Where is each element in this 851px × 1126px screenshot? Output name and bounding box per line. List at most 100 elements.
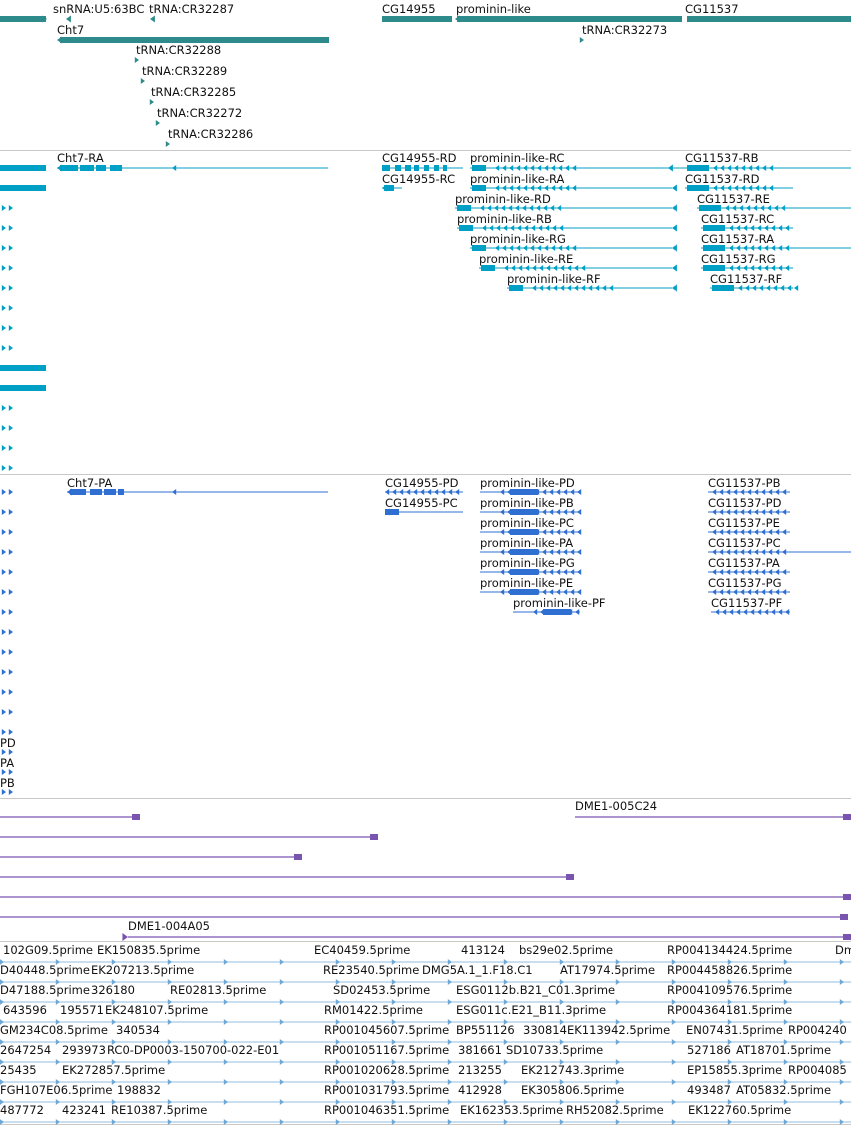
- est-label[interactable]: SD02453.5prime: [333, 983, 430, 997]
- protein-label-cg11537-pe[interactable]: CG11537-PE: [708, 516, 780, 530]
- est-label[interactable]: 330814: [523, 1023, 567, 1037]
- est-label[interactable]: EP15855.3prime: [687, 1063, 782, 1077]
- est-label[interactable]: EK162353.5prime: [460, 1103, 563, 1117]
- protein-label-cg14955-pd[interactable]: CG14955-PD: [385, 476, 459, 490]
- est-label[interactable]: 195571: [60, 1003, 104, 1017]
- est-label[interactable]: RP004085: [788, 1063, 847, 1077]
- protein-label-prominin-like-pg[interactable]: prominin-like-PG: [480, 556, 575, 570]
- est-label[interactable]: EK248107.5prime: [105, 1003, 208, 1017]
- protein-label-prominin-like-pb[interactable]: prominin-like-PB: [480, 496, 574, 510]
- transcript-label-prominin-like-rd[interactable]: prominin-like-RD: [455, 192, 551, 206]
- protein-label-cht7-pa[interactable]: Cht7-PA: [67, 476, 112, 490]
- transcript-label-prominin-like-rg[interactable]: prominin-like-RG: [470, 232, 566, 246]
- est-label[interactable]: DMG5A.1_1.F18.C1: [422, 963, 533, 977]
- protein-label-cg11537-pc[interactable]: CG11537-PC: [708, 536, 781, 550]
- est-label[interactable]: EK207213.5prime: [91, 963, 194, 977]
- est-label[interactable]: 326180: [91, 983, 135, 997]
- transcript-label-cg14955-rc[interactable]: CG14955-RC: [382, 172, 455, 186]
- est-label[interactable]: RP004458826.5prime: [667, 963, 792, 977]
- est-label[interactable]: RP004109576.5prime: [667, 983, 792, 997]
- transcript-label-cg11537-ra[interactable]: CG11537-RA: [701, 232, 774, 246]
- gene-label-snrna-u5-63bc[interactable]: snRNA:U5:63BC: [53, 2, 144, 16]
- est-label[interactable]: EK305806.5prime: [521, 1083, 624, 1097]
- protein-label-cg11537-pa[interactable]: CG11537-PA: [708, 556, 780, 570]
- transcript-label-cht7-ra[interactable]: Cht7-RA: [57, 151, 104, 165]
- est-label[interactable]: EK272857.5prime: [62, 1063, 165, 1077]
- gene-label-prominin-like[interactable]: prominin-like: [456, 2, 531, 16]
- est-label[interactable]: EK113942.5prime: [567, 1023, 670, 1037]
- est-label[interactable]: 2647254: [0, 1043, 51, 1057]
- est-label[interactable]: EK150835.5prime: [97, 943, 200, 957]
- gene-label-trna-cr32272[interactable]: tRNA:CR32272: [157, 106, 242, 120]
- est-label[interactable]: 423241: [62, 1103, 106, 1117]
- est-label[interactable]: 25435: [0, 1063, 37, 1077]
- est-label[interactable]: RP004364181.5prime: [667, 1003, 792, 1017]
- transcript-label-prominin-like-rb[interactable]: prominin-like-RB: [457, 212, 552, 226]
- protein-label-cg14955-pc[interactable]: CG14955-PC: [385, 496, 458, 510]
- transcript-label-cg14955-rd[interactable]: CG14955-RD: [382, 151, 457, 165]
- est-label[interactable]: RP004240: [788, 1023, 847, 1037]
- gene-label-trna-cr32287[interactable]: tRNA:CR32287: [149, 2, 234, 16]
- est-label[interactable]: bs29e02.5prime: [519, 943, 613, 957]
- transcript-label-cg11537-re[interactable]: CG11537-RE: [697, 192, 770, 206]
- est-label[interactable]: RP001045607.5prime: [324, 1023, 449, 1037]
- est-label[interactable]: AT17974.5prime: [560, 963, 655, 977]
- est-label[interactable]: 412928: [458, 1083, 502, 1097]
- protein-label-prominin-like-pf[interactable]: prominin-like-PF: [513, 596, 606, 610]
- transcript-label-prominin-like-re[interactable]: prominin-like-RE: [479, 252, 573, 266]
- est-label[interactable]: 340534: [116, 1023, 160, 1037]
- transcript-label-cg11537-rc[interactable]: CG11537-RC: [701, 212, 774, 226]
- est-label[interactable]: AT05832.5prime: [736, 1083, 831, 1097]
- gene-label-cg14955[interactable]: CG14955: [382, 2, 436, 16]
- est-label[interactable]: BP551126: [456, 1023, 515, 1037]
- est-label[interactable]: 487772: [0, 1103, 44, 1117]
- est-label[interactable]: 527186: [687, 1043, 731, 1057]
- protein-label-cg11537-pb[interactable]: CG11537-PB: [708, 476, 781, 490]
- transcript-label-cg11537-rf[interactable]: CG11537-RF: [710, 272, 782, 286]
- est-label[interactable]: RH52082.5prime: [566, 1103, 664, 1117]
- transcript-label-cg11537-rb[interactable]: CG11537-RB: [685, 151, 759, 165]
- est-label[interactable]: RE02813.5prime: [170, 983, 266, 997]
- transcript-label-prominin-like-ra[interactable]: prominin-like-RA: [470, 172, 565, 186]
- gene-label-trna-cr32286[interactable]: tRNA:CR32286: [168, 127, 253, 141]
- est-label[interactable]: RM01422.5prime: [324, 1003, 423, 1017]
- gene-label-trna-cr32285[interactable]: tRNA:CR32285: [151, 85, 236, 99]
- est-label[interactable]: 381661: [458, 1043, 502, 1057]
- est-label[interactable]: GM234C08.5prime: [0, 1023, 108, 1037]
- protein-label-pb-clipped[interactable]: PB: [0, 776, 15, 790]
- est-label[interactable]: SD10733.5prime: [506, 1043, 603, 1057]
- gene-label-trna-cr32288[interactable]: tRNA:CR32288: [136, 43, 221, 57]
- est-label[interactable]: ESG011c.E21_B11.3prime: [456, 1003, 606, 1017]
- protein-label-pa-clipped[interactable]: PA: [0, 756, 14, 770]
- est-label[interactable]: 413124: [461, 943, 505, 957]
- gene-label-trna-cr32273[interactable]: tRNA:CR32273: [582, 23, 667, 37]
- est-label[interactable]: RC0-DP0003-150700-022-E01: [107, 1043, 279, 1057]
- est-label[interactable]: RE23540.5prime: [323, 963, 419, 977]
- gene-label-cg11537[interactable]: CG11537: [685, 2, 739, 16]
- est-label[interactable]: RP001020628.5prime: [324, 1063, 449, 1077]
- transcript-label-cg11537-rg[interactable]: CG11537-RG: [701, 252, 776, 266]
- est-label[interactable]: 643596: [3, 1003, 47, 1017]
- protein-label-prominin-like-pa[interactable]: prominin-like-PA: [480, 536, 573, 550]
- gene-label-cht7[interactable]: Cht7: [57, 23, 84, 37]
- est-label[interactable]: AT18701.5prime: [736, 1043, 831, 1057]
- est-label[interactable]: EK212743.3prime: [521, 1063, 624, 1077]
- est-label[interactable]: D40448.5prime: [0, 963, 90, 977]
- transcript-label-prominin-like-rc[interactable]: prominin-like-RC: [470, 151, 564, 165]
- est-label[interactable]: 493487: [687, 1083, 731, 1097]
- est-label[interactable]: D47188.5prime: [0, 983, 90, 997]
- est-label[interactable]: RP001051167.5prime: [324, 1043, 449, 1057]
- est-label[interactable]: 198832: [117, 1083, 161, 1097]
- est-label[interactable]: FGH107E06.5prime: [0, 1083, 113, 1097]
- transcript-label-prominin-like-rf[interactable]: prominin-like-RF: [507, 272, 601, 286]
- est-label[interactable]: Dm: [835, 943, 851, 957]
- protein-label-prominin-like-pd[interactable]: prominin-like-PD: [480, 476, 575, 490]
- est-label[interactable]: RP001046351.5prime: [324, 1103, 449, 1117]
- est-label[interactable]: ESG0112b.B21_C01.3prime: [456, 983, 615, 997]
- protein-label-pd-clipped[interactable]: PD: [0, 736, 16, 750]
- est-label[interactable]: 213255: [458, 1063, 502, 1077]
- est-label[interactable]: RP004134424.5prime: [667, 943, 792, 957]
- protein-label-prominin-like-pc[interactable]: prominin-like-PC: [480, 516, 574, 530]
- protein-label-cg11537-pg[interactable]: CG11537-PG: [708, 576, 782, 590]
- est-label[interactable]: RE10387.5prime: [111, 1103, 207, 1117]
